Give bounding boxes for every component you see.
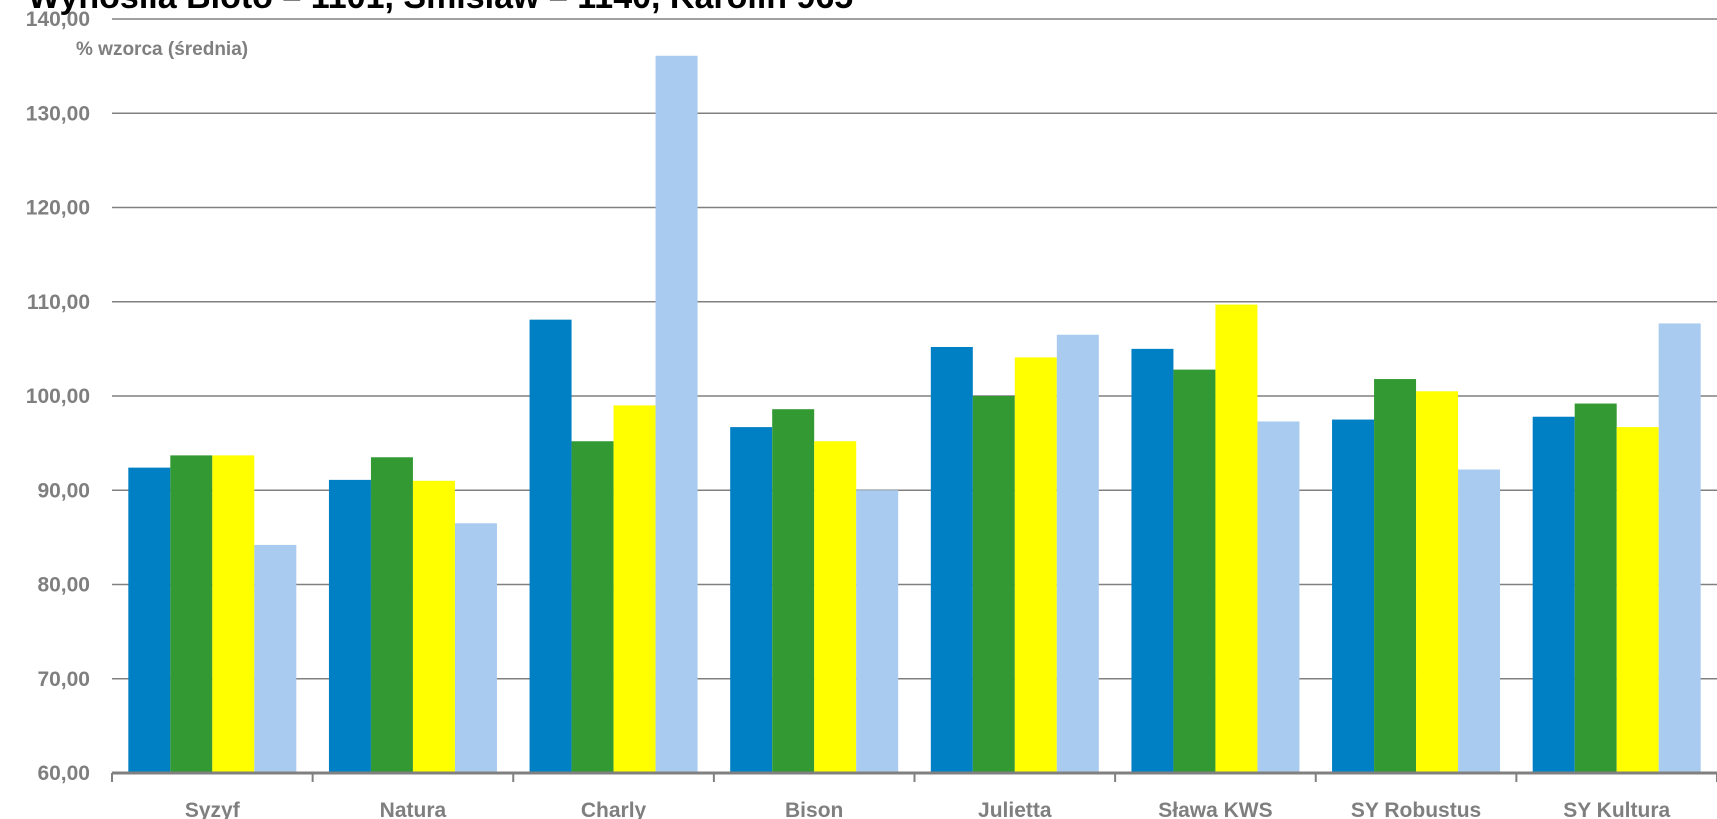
- y-axis-tick-labels: 60,00 70,00 80,00 90,00 100,00 110,00 120,00 13…: [26, 8, 90, 785]
- bar: [972, 396, 1015, 773]
- bar: [254, 544, 297, 773]
- x-axis-category-labels: Syzyf Natura Charly Bison Julietta Sława KWS S…: [185, 799, 1671, 819]
- bar: [856, 490, 899, 773]
- bar: [730, 427, 773, 773]
- bar-series: [128, 55, 1701, 773]
- y-tick-label: 60,00: [37, 762, 90, 785]
- x-category-label: Julietta: [978, 799, 1052, 819]
- y-tick-label: 90,00: [37, 479, 90, 502]
- y-axis-unit-label: % wzorca (średnia): [76, 39, 248, 60]
- bar: [1215, 304, 1258, 773]
- y-tick-label: 140,00: [26, 8, 90, 31]
- y-tick-label: 100,00: [26, 385, 90, 408]
- x-category-label: Natura: [380, 799, 447, 819]
- y-tick-label: 80,00: [37, 574, 90, 597]
- bar: [1532, 416, 1575, 773]
- bar: [1131, 348, 1174, 773]
- bar: [212, 455, 255, 773]
- y-tick-label: 110,00: [27, 291, 90, 314]
- bar: [454, 523, 497, 773]
- bar: [930, 346, 973, 773]
- bar: [1014, 357, 1057, 773]
- bar: [1173, 369, 1216, 773]
- bar: [1658, 323, 1701, 773]
- bar: [1332, 419, 1375, 773]
- bar: [529, 319, 572, 773]
- x-category-label: SY Robustus: [1351, 799, 1481, 819]
- bar: [1056, 334, 1099, 773]
- bar: [814, 441, 857, 773]
- x-category-label: Charly: [581, 799, 647, 819]
- bar: [1416, 391, 1459, 773]
- bar: [613, 405, 656, 773]
- x-category-label: Sława KWS: [1158, 799, 1272, 819]
- bar: [1616, 427, 1659, 773]
- bar: [655, 55, 698, 773]
- chart-title: Wynosiła Błoto – 1101, Smisław – 1140, K…: [28, 0, 853, 16]
- y-tick-label: 120,00: [26, 197, 90, 220]
- bar: [328, 479, 371, 773]
- x-category-label: Bison: [785, 799, 843, 819]
- bar: [370, 457, 413, 773]
- x-axis: [111, 771, 1717, 782]
- bar: [571, 441, 614, 773]
- bar: [128, 467, 171, 773]
- x-category-label: SY Kultura: [1563, 799, 1670, 819]
- y-tick-label: 130,00: [26, 102, 90, 125]
- bar: [1458, 469, 1501, 773]
- y-tick-label: 70,00: [37, 668, 90, 691]
- x-category-label: Syzyf: [185, 799, 241, 819]
- bar: [170, 455, 213, 773]
- bar: [1374, 379, 1417, 773]
- bar: [412, 480, 455, 773]
- bar: [1257, 421, 1300, 773]
- bar: [1574, 403, 1617, 773]
- bar: [772, 409, 815, 773]
